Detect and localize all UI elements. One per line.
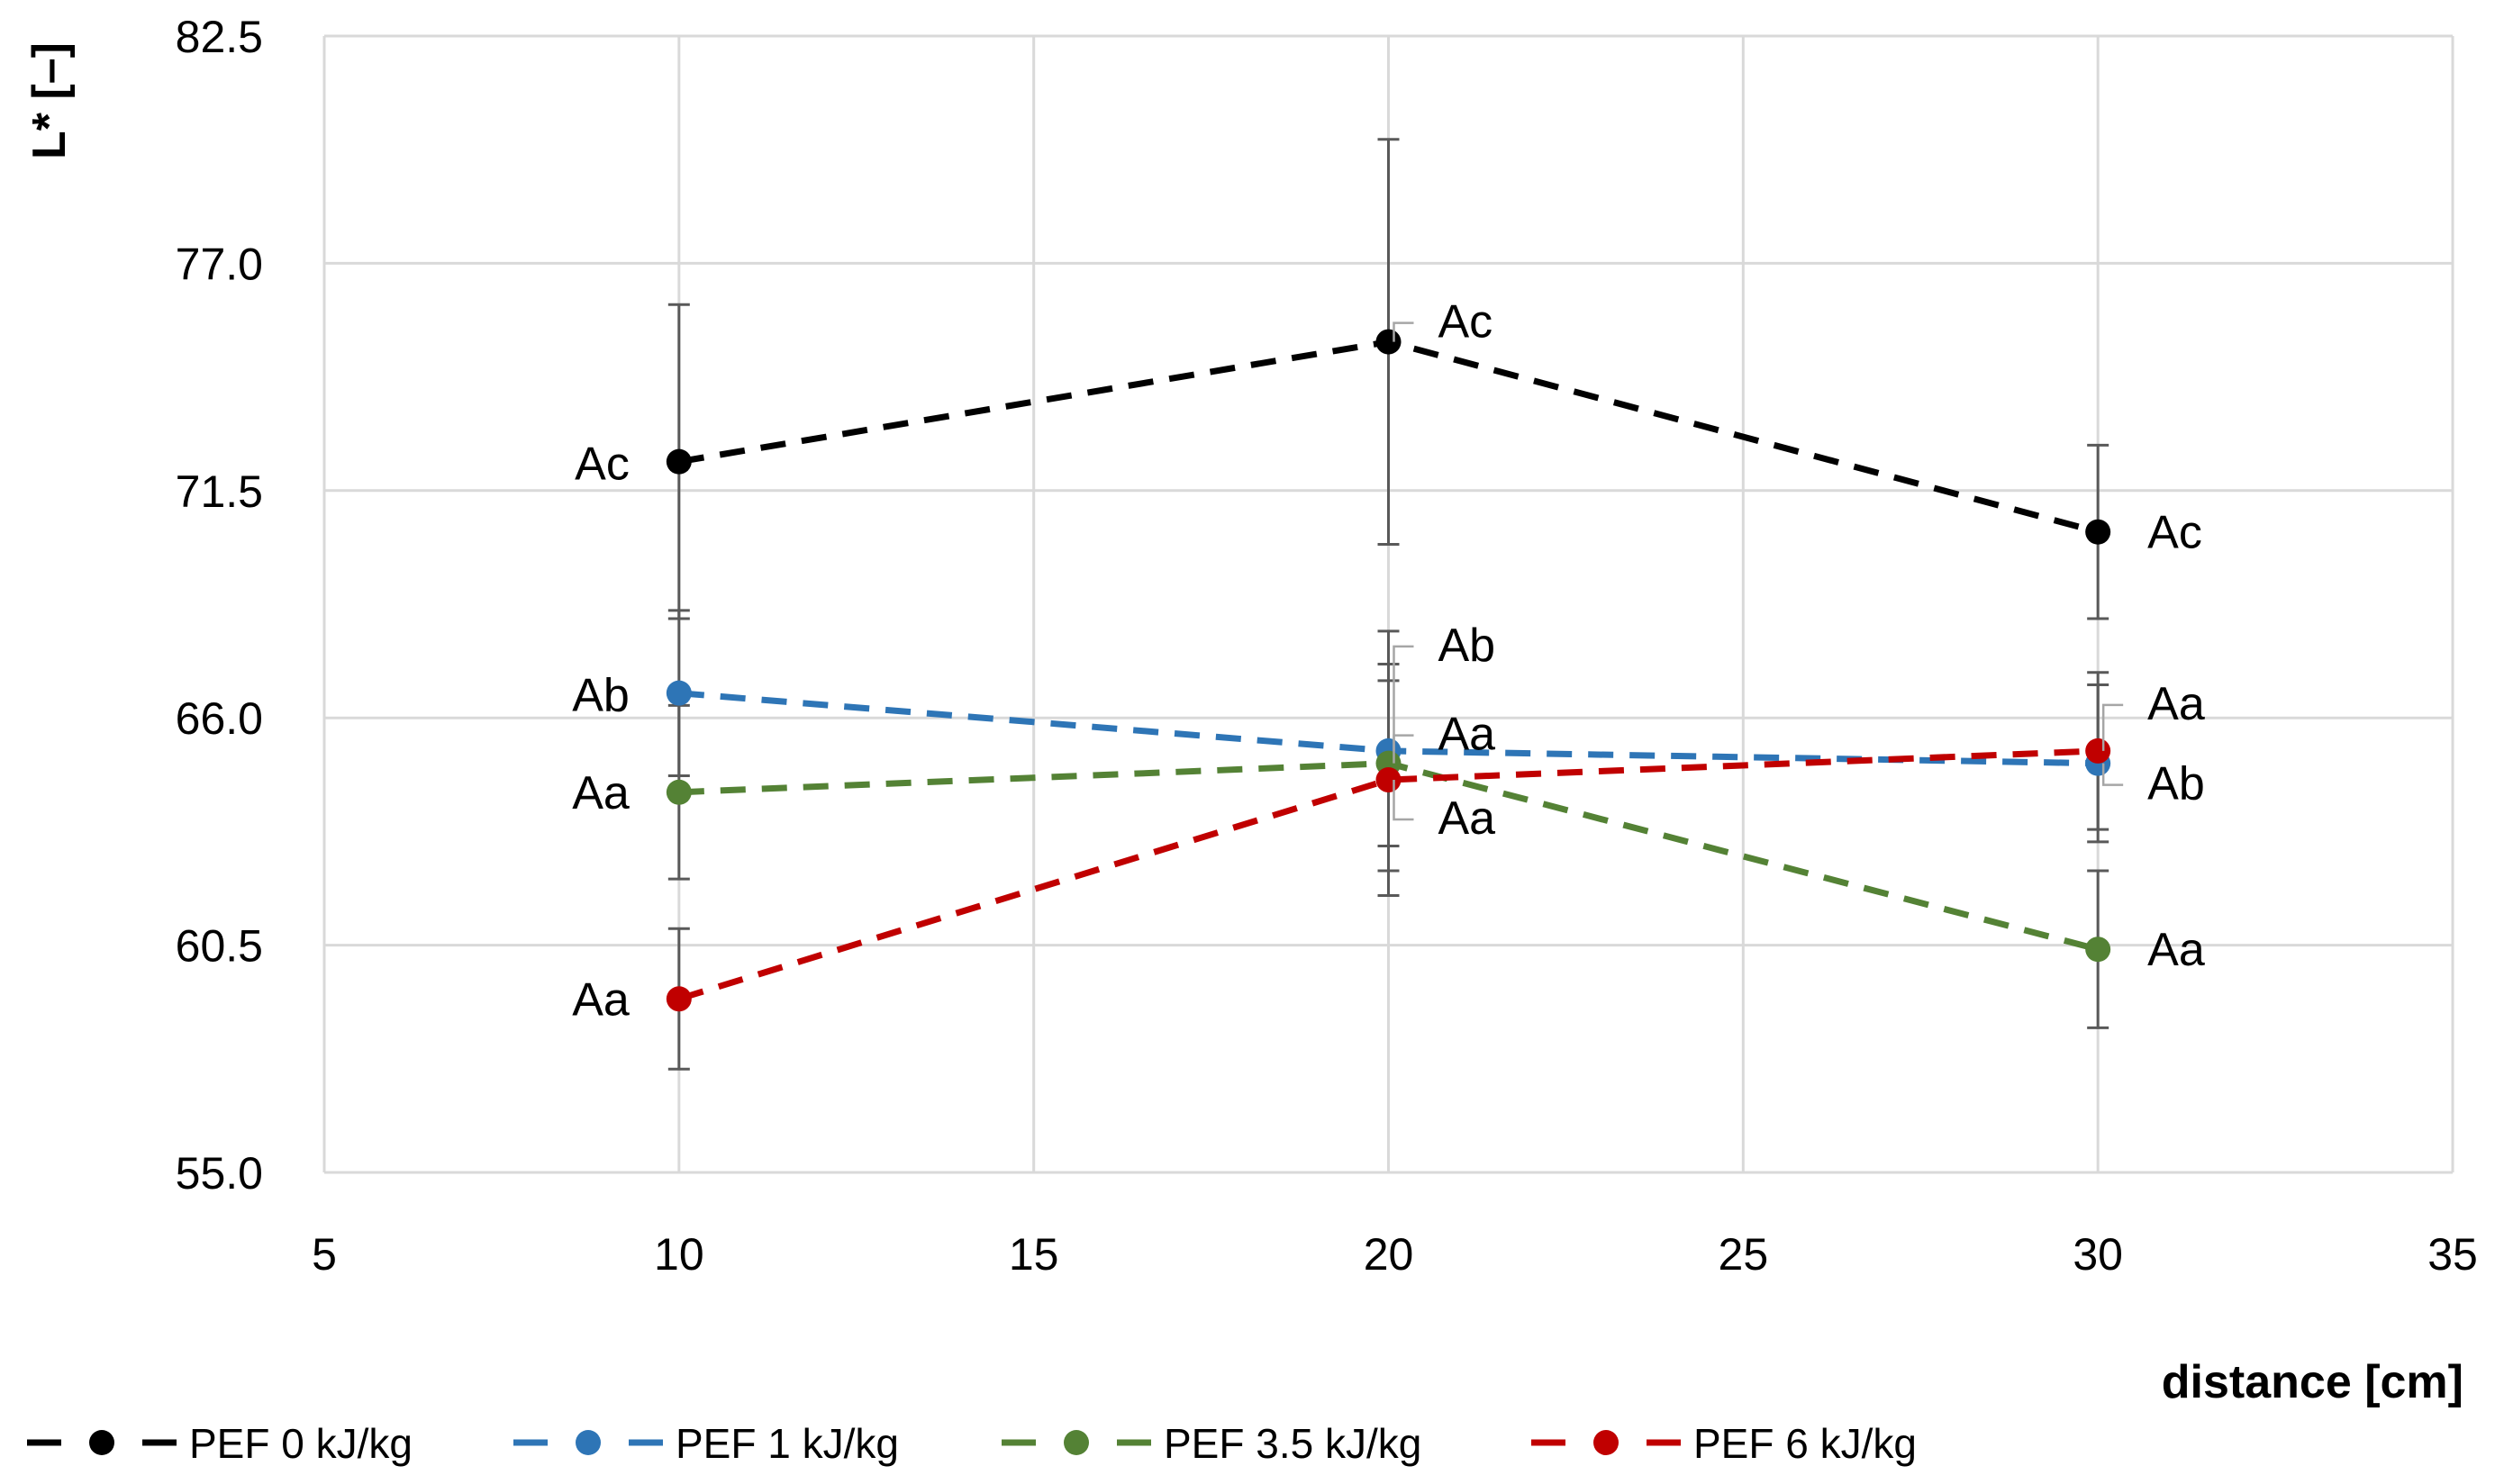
- data-point[interactable]: [666, 448, 692, 475]
- data-point[interactable]: [2085, 737, 2111, 764]
- x-tick-label: 35: [2427, 1229, 2478, 1280]
- x-tick-label: 20: [1364, 1229, 1414, 1280]
- legend-marker: [89, 1430, 114, 1455]
- series-3: Aa Aa Aa: [572, 678, 2205, 1026]
- label-leader: [1393, 321, 1414, 342]
- legend-marker: [1593, 1430, 1619, 1455]
- label-leader: [1393, 780, 1414, 821]
- data-label: Aa: [2147, 924, 2205, 976]
- legend-label: PEF 6 kJ/kg: [1693, 1420, 1917, 1467]
- x-tick-label: 15: [1009, 1229, 1059, 1280]
- legend-marker: [576, 1430, 601, 1455]
- legend-label: PEF 0 kJ/kg: [189, 1420, 413, 1467]
- data-point[interactable]: [666, 986, 692, 1012]
- data-label: Ab: [2147, 758, 2205, 810]
- data-label: Aa: [572, 767, 630, 819]
- label-leader: [1393, 645, 1414, 751]
- label-leader: [1393, 734, 1414, 764]
- data-label: Aa: [1438, 709, 1496, 761]
- data-label: Ac: [575, 439, 630, 491]
- y-tick-label: 60.5: [176, 921, 263, 972]
- data-point[interactable]: [1375, 767, 1402, 793]
- data-label: Aa: [2147, 678, 2205, 730]
- series-0: Ac Ac Ac: [575, 296, 2202, 559]
- x-tick-label: 25: [1719, 1229, 1769, 1280]
- label-leader: [2101, 703, 2124, 751]
- legend[interactable]: PEF 0 kJ/kg PEF 1 kJ/kg PEF 3.5 kJ/kg PEF 6…: [27, 1420, 1917, 1467]
- legend-label: PEF 1 kJ/kg: [676, 1420, 899, 1467]
- x-tick-label: 10: [654, 1229, 704, 1280]
- x-axis-title: distance [cm]: [2162, 1356, 2463, 1408]
- y-tick-label: 77.0: [176, 239, 263, 289]
- legend-item[interactable]: PEF 0 kJ/kg: [27, 1420, 413, 1467]
- y-tick-label: 82.5: [176, 12, 263, 62]
- data-label: Ab: [572, 670, 630, 722]
- series-group: Ac Ac Ac Ab Ab Ab Aa Aa Aa Aa Aa Aa: [572, 138, 2205, 1071]
- data-point[interactable]: [1375, 329, 1402, 355]
- legend-marker: [1064, 1430, 1089, 1455]
- legend-item[interactable]: PEF 3.5 kJ/kg: [1002, 1420, 1421, 1467]
- data-label: Ac: [1438, 296, 1493, 348]
- legend-item[interactable]: PEF 1 kJ/kg: [513, 1420, 899, 1467]
- data-label: Ac: [2147, 507, 2202, 559]
- y-tick-label: 71.5: [176, 466, 263, 517]
- data-point[interactable]: [2085, 519, 2111, 545]
- data-label: Aa: [1438, 792, 1496, 845]
- label-leader: [2101, 763, 2124, 786]
- x-tick-label: 30: [2073, 1229, 2123, 1280]
- series-line: [677, 747, 2099, 1002]
- y-axis-title: L* [–]: [23, 42, 76, 159]
- legend-item[interactable]: PEF 6 kJ/kg: [1531, 1420, 1917, 1467]
- data-point[interactable]: [2085, 937, 2111, 963]
- legend-label: PEF 3.5 kJ/kg: [1164, 1420, 1421, 1467]
- data-point[interactable]: [666, 680, 692, 706]
- y-tick-label: 66.0: [176, 693, 263, 744]
- data-label: Ab: [1438, 620, 1496, 672]
- tick-labels: 5 10 15 20 25 30 35 55.0 60.5 66.0 71.5 77.0 82.5: [176, 12, 2478, 1280]
- x-tick-label: 5: [312, 1229, 337, 1280]
- data-label: Aa: [572, 973, 630, 1026]
- data-point[interactable]: [666, 779, 692, 805]
- y-tick-label: 55.0: [176, 1148, 263, 1199]
